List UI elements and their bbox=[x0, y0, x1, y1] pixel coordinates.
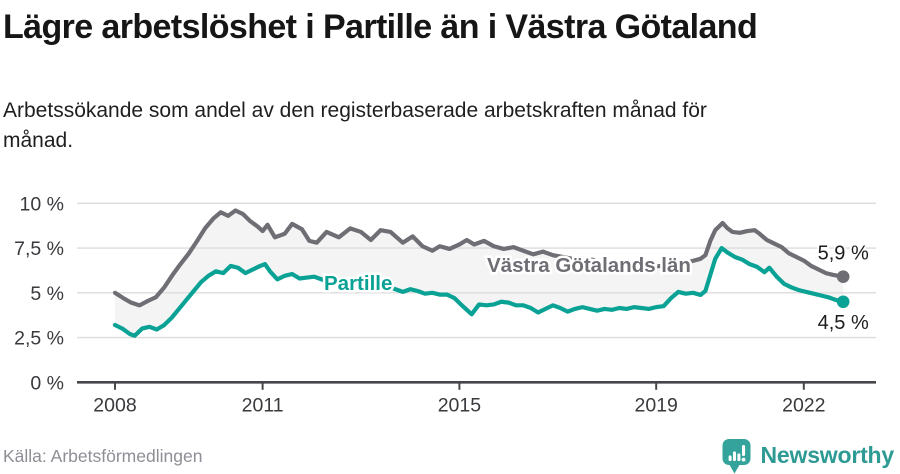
newsworthy-wordmark: Newsworthy bbox=[760, 441, 895, 468]
page-title: Lägre arbetslöshet i Partille än i Västr… bbox=[3, 8, 758, 46]
newsworthy-logo[interactable]: Newsworthy bbox=[721, 436, 894, 474]
logo-bar-2 bbox=[732, 451, 736, 461]
logo-bubble-tail bbox=[728, 463, 740, 473]
end-dot-v-stra-g-talands-l-n bbox=[836, 270, 850, 283]
logo-exclamation-dot bbox=[741, 457, 745, 461]
unemployment-line-chart: 0 % 2,5 % 5 % 7,5 % 10 % 2008 2011 2015 2019 2022… bbox=[14, 193, 876, 417]
y-tick-label: 10 % bbox=[20, 193, 64, 215]
x-tick-label: 2015 bbox=[438, 395, 482, 417]
newsworthy-logo-icon bbox=[722, 438, 751, 473]
x-tick-label: 2022 bbox=[782, 395, 825, 417]
end-dot-partille bbox=[836, 295, 850, 309]
x-tick-label: 2011 bbox=[242, 395, 284, 417]
logo-exclamation-bar bbox=[741, 444, 745, 456]
source-attribution: Källa: Arbetsförmedlingen bbox=[3, 446, 203, 466]
end-value-label-partille: 4,5 % bbox=[818, 312, 869, 334]
y-tick-label: 5 % bbox=[30, 283, 64, 305]
end-value-label-v-stra-g-talands-l-n: 5,9 % bbox=[818, 243, 869, 265]
logo-bubble bbox=[722, 438, 751, 465]
logo-bar-1 bbox=[728, 455, 732, 461]
y-tick-label: 0 % bbox=[30, 372, 64, 394]
series-line-partille bbox=[112, 245, 846, 338]
chart-subtitle: Arbetssökande som andel av den registerb… bbox=[3, 99, 707, 152]
y-tick-label: 2,5 % bbox=[14, 328, 64, 350]
x-tick-label: 2019 bbox=[635, 395, 678, 417]
series-label-v-stra-g-talands-l-n: Västra Götalands län bbox=[487, 254, 691, 277]
series-label-partille: Partille bbox=[324, 272, 392, 295]
logo-bar-3 bbox=[736, 453, 740, 461]
x-tick-label: 2008 bbox=[93, 395, 136, 417]
y-tick-label: 7,5 % bbox=[14, 238, 64, 260]
series-line-v-stra-g-talands-l-n bbox=[112, 208, 846, 308]
